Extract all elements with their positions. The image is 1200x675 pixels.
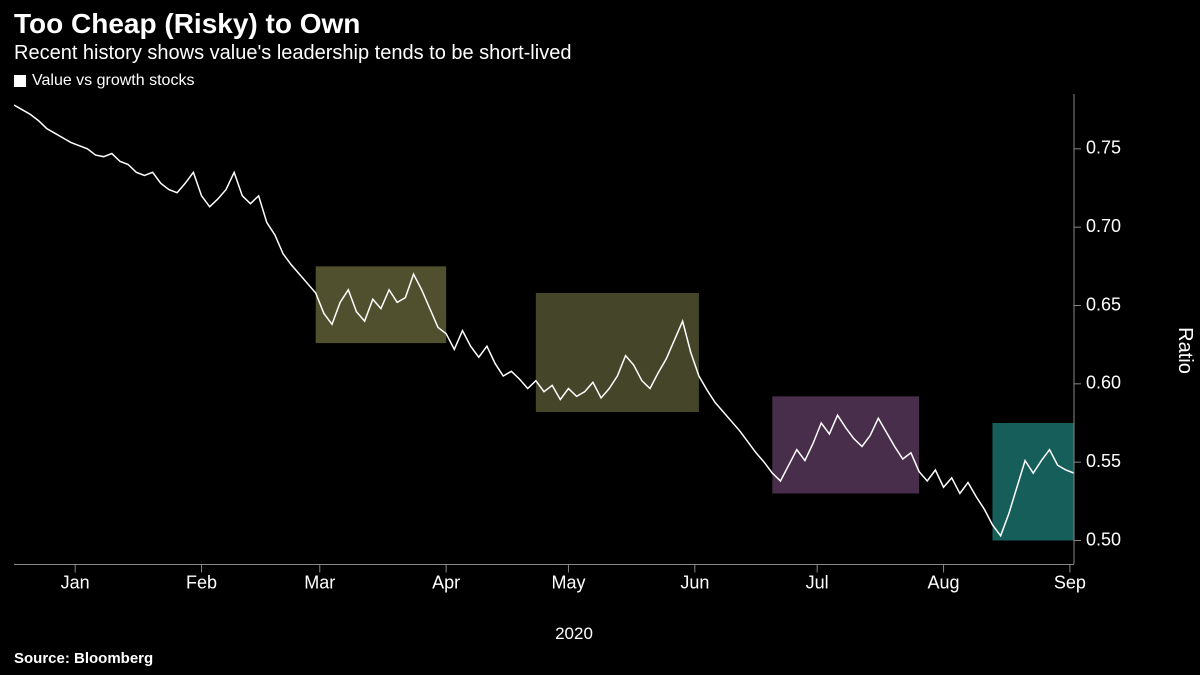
chart-subtitle: Recent history shows value's leadership … xyxy=(14,42,571,65)
y-tick-label: 0.65 xyxy=(1086,294,1121,314)
y-tick-label: 0.60 xyxy=(1086,373,1121,393)
x-tick-label: Mar xyxy=(304,573,335,593)
y-tick-label: 0.70 xyxy=(1086,216,1121,236)
legend: Value vs growth stocks xyxy=(14,72,194,90)
legend-label: Value vs growth stocks xyxy=(32,72,194,90)
x-tick-label: Apr xyxy=(432,573,460,593)
highlight-box xyxy=(536,293,699,412)
x-tick-label: Aug xyxy=(928,573,960,593)
highlight-box xyxy=(316,266,446,343)
x-tick-label: Jul xyxy=(806,573,829,593)
y-tick-label: 0.55 xyxy=(1086,451,1121,471)
chart-svg: Jan Feb Mar Apr May Jun Jul Aug Sep 0.50 0.55 0.60 0… xyxy=(14,94,1134,594)
x-tick-label: Jun xyxy=(680,573,709,593)
y-tick-label: 0.50 xyxy=(1086,529,1121,549)
x-tick-label: Sep xyxy=(1054,573,1086,593)
y-tick-label: 0.75 xyxy=(1086,138,1121,158)
x-tick-label: Jan xyxy=(61,573,90,593)
chart-root: Too Cheap (Risky) to Own Recent history … xyxy=(0,0,1200,675)
highlight-box xyxy=(772,396,919,493)
chart-title: Too Cheap (Risky) to Own xyxy=(14,8,571,40)
source-text: Source: Bloomberg xyxy=(14,650,153,667)
plot-area: Jan Feb Mar Apr May Jun Jul Aug Sep 0.50 0.55 0.60 0… xyxy=(14,94,1134,594)
x-axis-year-label: 2020 xyxy=(14,624,1134,644)
x-tick-label: May xyxy=(551,573,585,593)
legend-swatch xyxy=(14,75,26,87)
title-block: Too Cheap (Risky) to Own Recent history … xyxy=(14,8,571,65)
x-tick-label: Feb xyxy=(186,573,217,593)
y-axis-title-wrap: Ratio xyxy=(1174,290,1194,410)
y-axis-title: Ratio xyxy=(1173,327,1196,374)
